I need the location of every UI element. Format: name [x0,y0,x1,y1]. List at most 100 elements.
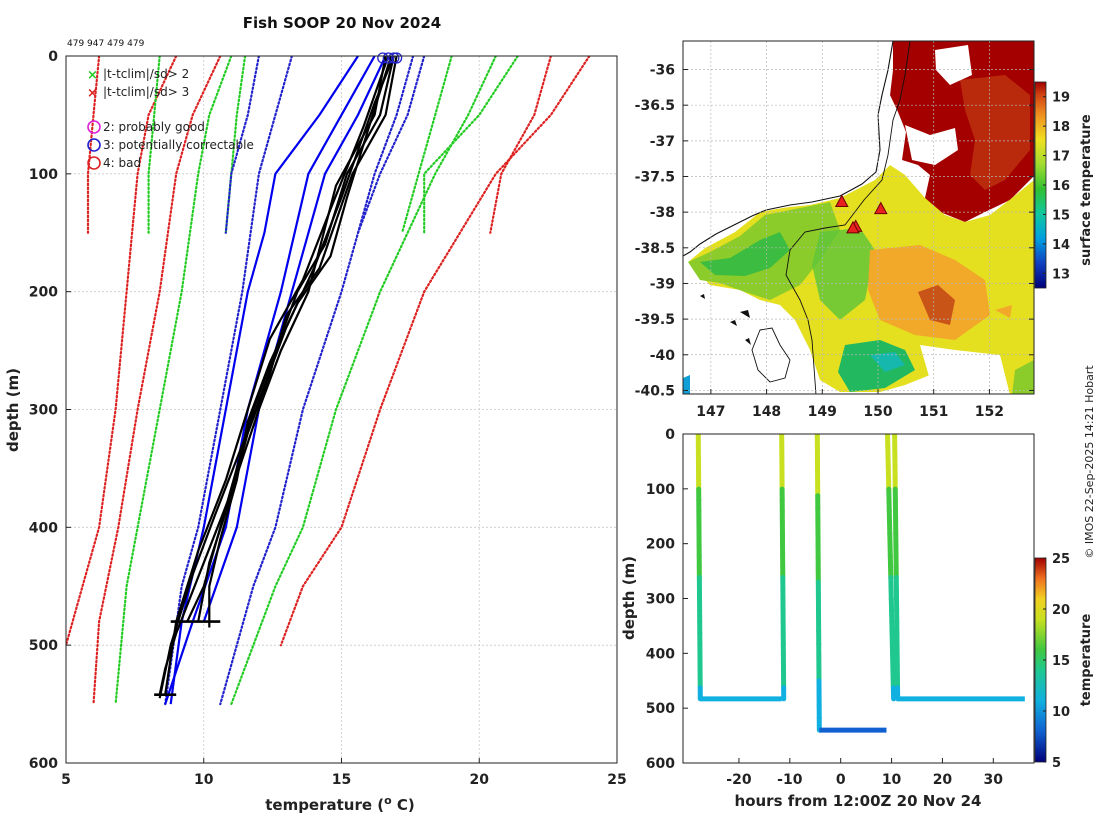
x-tick-label: 10 [194,772,214,788]
time-x-tick-label: 0 [836,772,846,788]
reference-profile-line [169,56,359,705]
x-label-main: temperature ( [265,796,384,814]
x-tick-label: 15 [332,772,351,788]
legend-label: |t-tclim|/sd> 3 [103,85,189,99]
surface-flag-circle-icon [382,52,394,64]
legend-label: 4: bad [103,156,141,170]
legend-item-red-x: × |t-tclim|/sd> 3 [87,85,189,101]
time-x-tick-label: 20 [933,772,953,788]
map-y-tick-label: -40.5 [635,383,675,399]
climatology-line [489,56,553,234]
climatology-line [147,56,161,234]
surface-flag-circle-icon [390,52,403,64]
legend-label: 3: potentially correctable [103,138,254,152]
legend-item-green-x: × |t-tclim|/sd> 2 [87,67,189,83]
map-x-tick-label: 150 [863,404,892,420]
time-y-tick-label: 100 [646,482,675,498]
y-tick-label: 100 [29,167,58,183]
station-triangle-icon [846,220,860,234]
sst-colorbar-label: surface temperature [1079,114,1094,266]
map-y-tick-label: -38 [650,205,675,221]
blue-circle-icon [87,138,101,152]
profile-subtitle: 479 947 479 479 [67,39,145,49]
profile-ticks: 5 10 15 20 25 0 100 200 300 400 500 600 [29,49,627,788]
profile-y-axis-label: depth (m) [4,368,22,452]
climatology-line [401,56,453,234]
shelf-contour [785,41,911,394]
cloud-gap [905,125,958,165]
map-y-tick-label: -38.5 [635,241,675,257]
cool-filament [812,228,875,320]
time-y-tick-label: 300 [646,592,675,608]
x-tick-label: 5 [61,772,71,788]
climatology-line [224,56,260,234]
station-triangle-icon [873,201,888,215]
profile-title: Fish SOOP 20 Nov 2024 [243,14,441,32]
cloud-mask [920,345,1010,394]
climatology-line [356,56,426,234]
sst-corner [1012,360,1034,394]
climatology-line [114,56,233,706]
climatology-line [230,56,497,706]
depth-time-traces [695,434,1025,733]
reference-profile-line [164,56,376,705]
y-tick-label: 200 [29,285,58,301]
map-x-tick-label: 149 [808,404,837,420]
credit-text: © IMOS 22-Sep-2025 14:21 Hobart [1083,365,1096,559]
legend-item-potentially-correctable: 3: potentially correctable [87,138,254,152]
observed-profiles [154,56,398,699]
profile-panel: Fish SOOP 20 Nov 2024 479 947 479 479 5 1… [4,14,627,814]
sst-colorbar-tick-label: 17 [1052,150,1070,165]
map-ticks: 147 148 149 150 151 152 -36 -36.5 -37 -37.5 -38 -38… [635,63,1034,420]
red-x-marker-icon: × [87,86,98,101]
temp-colorbar-tick-label: 20 [1052,603,1070,618]
y-tick-label: 500 [29,638,58,654]
time-x-axis-label: hours from 12:00Z 20 Nov 24 [735,792,982,810]
time-axes-bg [683,434,1034,763]
time-x-tick-label: -20 [726,772,752,788]
temperature-colorbar-ticks: 5 10 15 20 25 [1043,552,1070,771]
surface-flag-circle-icon [377,52,389,64]
sst-colorbar-tick-label: 15 [1052,208,1070,223]
cool-plume [700,232,790,276]
sst-colorbar-tick-label: 19 [1052,91,1070,106]
x-label-degree: o [384,794,392,807]
climatology-line [66,56,178,647]
x-tick-label: 25 [607,772,626,788]
sst-colorbar-tick-label: 18 [1052,120,1070,135]
temp-colorbar-tick-label: 15 [1052,654,1070,669]
map-y-tick-label: -39 [650,276,675,292]
y-tick-label: 0 [48,49,58,65]
observed-profile-line [164,56,390,695]
sst-field [683,41,1034,394]
warm-speck [995,305,1012,318]
x-label-unit: C) [392,796,415,814]
profile-legend: × |t-tclim|/sd> 2 × |t-tclim|/sd> 3 2: p… [87,67,254,170]
y-tick-label: 300 [29,403,58,419]
red-circle-icon [87,156,101,170]
station-markers [834,194,888,234]
map-x-tick-label: 147 [696,404,725,420]
time-x-tick-label: 30 [984,772,1004,788]
surface-flag-circle-icon [388,52,400,64]
x-tick-label: 20 [470,772,490,788]
sst-colorbar-tick-label: 16 [1052,179,1070,194]
warm-core-patch [960,75,1030,190]
map-y-tick-label: -36 [650,63,675,79]
station-triangle-icon [834,194,849,207]
map-y-tick-label: -37 [650,134,675,150]
climatology-line [279,56,591,647]
time-y-axis-label: depth (m) [620,556,638,640]
cloud-gap [935,45,972,85]
warm-eddy [918,285,955,325]
map-gridlines [683,41,1034,394]
temperature-colorbar-label: temperature [1079,614,1094,707]
time-y-tick-label: 400 [646,646,675,662]
temp-colorbar-tick-label: 25 [1052,552,1070,567]
time-y-tick-label: 600 [646,756,675,772]
temp-colorbar-tick-label: 5 [1052,756,1061,771]
climatology-line [86,56,101,234]
